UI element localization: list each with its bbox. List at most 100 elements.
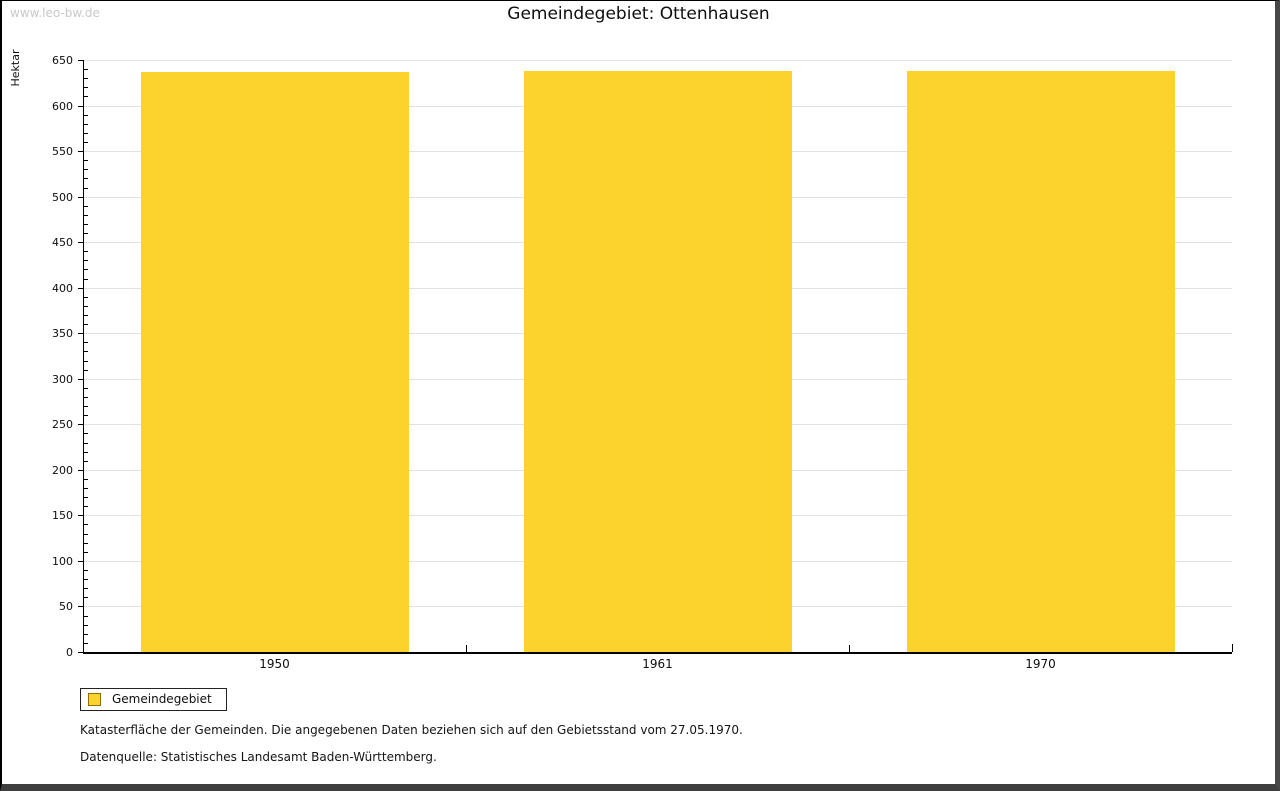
y-minor-tick — [84, 633, 88, 635]
x-boundary-tick — [849, 645, 850, 652]
bar-1961[interactable] — [524, 70, 792, 652]
y-minor-tick — [84, 169, 88, 171]
y-tick-label: 300 — [52, 372, 73, 386]
y-minor-tick — [84, 132, 88, 134]
y-major-tick — [78, 469, 83, 471]
y-major-tick — [78, 196, 83, 198]
y-major-tick — [78, 560, 83, 562]
y-tick-label: 650 — [52, 54, 73, 67]
y-major-tick — [78, 151, 83, 153]
y-minor-tick — [84, 497, 88, 499]
y-minor-tick — [84, 551, 88, 553]
y-minor-tick — [84, 433, 88, 435]
y-minor-tick — [84, 269, 88, 271]
y-minor-tick — [84, 360, 88, 362]
note-datasource: Datenquelle: Statistisches Landesamt Bad… — [80, 750, 437, 764]
y-major-tick — [78, 606, 83, 608]
y-minor-tick — [84, 260, 88, 262]
note-description: Katasterfläche der Gemeinden. Die angege… — [80, 723, 743, 737]
y-minor-tick — [84, 451, 88, 453]
y-major-tick — [78, 333, 83, 335]
y-minor-tick — [84, 187, 88, 189]
x-boundary-tick — [466, 645, 467, 652]
y-minor-tick — [84, 415, 88, 417]
y-tick-label: 350 — [52, 327, 73, 341]
y-major-tick — [78, 242, 83, 244]
y-minor-tick — [84, 205, 88, 207]
y-minor-tick — [84, 315, 88, 316]
y-minor-tick — [84, 278, 88, 280]
y-tick-label: 500 — [52, 190, 73, 204]
x-tick-label-1961: 1961 — [642, 657, 673, 671]
y-minor-tick — [84, 406, 88, 408]
y-minor-tick — [84, 387, 88, 389]
y-minor-tick — [84, 96, 88, 98]
chart-title: Gemeindegebiet: Ottenhausen — [507, 4, 770, 24]
legend-label: Gemeindegebiet — [112, 692, 212, 706]
y-minor-tick — [84, 342, 88, 344]
y-major-tick — [78, 652, 83, 653]
y-tick-label: 200 — [52, 463, 73, 477]
y-tick-label: 150 — [52, 509, 73, 523]
y-minor-tick — [84, 588, 88, 590]
y-minor-tick — [84, 615, 88, 617]
y-gridline — [83, 60, 1232, 61]
y-tick-label: 450 — [52, 236, 73, 250]
y-minor-tick — [84, 488, 88, 490]
y-minor-tick — [84, 305, 88, 307]
y-minor-tick — [84, 369, 88, 371]
y-tick-label: 400 — [52, 281, 73, 295]
y-minor-tick — [84, 542, 88, 544]
y-minor-tick — [84, 524, 88, 526]
legend-swatch-gemeindegebiet — [88, 693, 101, 706]
y-minor-tick — [84, 324, 88, 326]
y-minor-tick — [84, 178, 88, 180]
watermark-link[interactable]: www.leo-bw.de — [10, 6, 100, 20]
y-minor-tick — [84, 579, 88, 581]
bar-1950[interactable] — [141, 71, 409, 652]
x-end-tick — [1232, 644, 1233, 652]
y-minor-tick — [84, 642, 88, 644]
y-minor-tick — [84, 251, 88, 253]
y-major-tick — [78, 424, 83, 426]
y-minor-tick — [84, 114, 88, 116]
y-minor-tick — [84, 223, 88, 225]
y-minor-tick — [84, 506, 88, 508]
y-minor-tick — [84, 570, 88, 572]
y-minor-tick — [84, 69, 88, 71]
y-major-tick — [78, 287, 83, 289]
y-minor-tick — [84, 624, 88, 626]
y-minor-tick — [84, 351, 88, 353]
bar-1970[interactable] — [907, 70, 1175, 652]
y-axis-line — [83, 60, 84, 652]
y-minor-tick — [84, 396, 88, 398]
y-minor-tick — [84, 233, 88, 235]
y-minor-tick — [84, 460, 88, 462]
y-major-tick — [78, 378, 83, 380]
y-tick-label: 100 — [52, 554, 73, 568]
y-tick-label: 50 — [59, 600, 73, 614]
x-tick-label-1950: 1950 — [259, 657, 290, 671]
y-tick-label: 550 — [52, 145, 73, 159]
y-minor-tick — [84, 533, 88, 535]
y-tick-label: 0 — [66, 646, 73, 659]
y-minor-tick — [84, 78, 88, 80]
y-minor-tick — [84, 141, 88, 143]
y-minor-tick — [84, 442, 88, 444]
y-minor-tick — [84, 296, 88, 298]
y-minor-tick — [84, 160, 88, 162]
y-minor-tick — [84, 214, 88, 216]
y-minor-tick — [84, 478, 88, 480]
legend-box: Gemeindegebiet — [80, 688, 227, 711]
y-minor-tick — [84, 597, 88, 599]
y-major-tick — [78, 105, 83, 107]
y-tick-label: 600 — [52, 99, 73, 113]
y-major-tick — [78, 60, 83, 61]
y-minor-tick — [84, 87, 88, 89]
x-axis-line — [83, 652, 1232, 654]
y-minor-tick — [84, 123, 88, 125]
x-tick-label-1970: 1970 — [1025, 657, 1056, 671]
y-major-tick — [78, 515, 83, 517]
